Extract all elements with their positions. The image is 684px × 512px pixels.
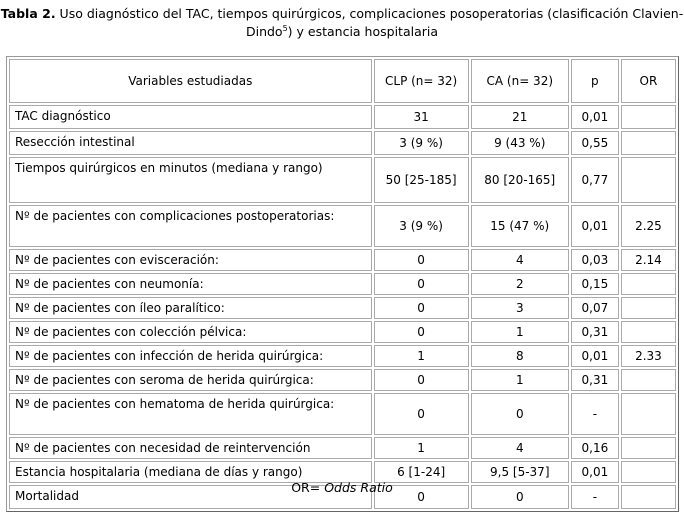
- cell-or: 2.14: [620, 249, 676, 271]
- cell-p: 0,15: [570, 273, 619, 295]
- cell-ca: 1: [470, 321, 569, 343]
- table-row: Nº de pacientes con hematoma de herida q…: [9, 393, 676, 435]
- cell-ca: 15 (47 %): [470, 205, 569, 247]
- table-row: Nº de pacientes con infección de herida …: [9, 345, 676, 367]
- cell-variable: Nº de pacientes con infección de herida …: [9, 345, 372, 367]
- cell-ca: 3: [470, 297, 569, 319]
- header-p: p: [570, 59, 619, 103]
- cell-p: 0,77: [570, 157, 619, 203]
- cell-clp: 1: [373, 345, 469, 367]
- cell-or: [620, 297, 676, 319]
- cell-p: 0,01: [570, 205, 619, 247]
- cell-or: [620, 131, 676, 155]
- cell-variable: Nº de pacientes con colección pélvica:: [9, 321, 372, 343]
- results-table: Variables estudiadas CLP (n= 32) CA (n= …: [6, 56, 679, 512]
- footnote-prefix: OR=: [291, 480, 325, 495]
- cell-variable: Nº de pacientes con complicaciones posto…: [9, 205, 372, 247]
- header-ca: CA (n= 32): [470, 59, 569, 103]
- cell-variable: Nº de pacientes con evisceración:: [9, 249, 372, 271]
- cell-ca: 4: [470, 249, 569, 271]
- table-row: Resección intestinal 3 (9 %) 9 (43 %) 0,55: [9, 131, 676, 155]
- cell-p: 0,01: [570, 461, 619, 483]
- cell-ca: 1: [470, 369, 569, 391]
- cell-variable: Nº de pacientes con íleo paralítico:: [9, 297, 372, 319]
- cell-p: 0,31: [570, 369, 619, 391]
- cell-clp: 0: [373, 321, 469, 343]
- cell-clp: 0: [373, 273, 469, 295]
- cell-variable: Nº de pacientes con neumonía:: [9, 273, 372, 295]
- cell-or: [620, 157, 676, 203]
- header-row: Variables estudiadas CLP (n= 32) CA (n= …: [9, 59, 676, 103]
- cell-clp: 31: [373, 105, 469, 129]
- cell-clp: 0: [373, 249, 469, 271]
- table-row: TAC diagnóstico 31 21 0,01: [9, 105, 676, 129]
- cell-or: [620, 461, 676, 483]
- caption-label: Tabla 2.: [0, 6, 56, 21]
- caption-text-a: Uso diagnóstico del TAC, tiempos quirúrg…: [55, 6, 684, 39]
- cell-or: [620, 321, 676, 343]
- cell-or: [620, 369, 676, 391]
- cell-p: 0,07: [570, 297, 619, 319]
- table-row: Nº de pacientes con colección pélvica: 0 1…: [9, 321, 676, 343]
- cell-clp: 50 [25-185]: [373, 157, 469, 203]
- table-row: Estancia hospitalaria (mediana de días y…: [9, 461, 676, 483]
- table-row: Tiempos quirúrgicos en minutos (mediana …: [9, 157, 676, 203]
- cell-or: [620, 105, 676, 129]
- cell-or: 2.33: [620, 345, 676, 367]
- cell-or: 2.25: [620, 205, 676, 247]
- cell-p: 0,03: [570, 249, 619, 271]
- cell-p: 0,31: [570, 321, 619, 343]
- table-row: Nº de pacientes con íleo paralítico: 0 3 0,…: [9, 297, 676, 319]
- cell-ca: 9 (43 %): [470, 131, 569, 155]
- cell-variable: Nº de pacientes con hematoma de herida q…: [9, 393, 372, 435]
- cell-ca: 9,5 [5-37]: [470, 461, 569, 483]
- header-variables: Variables estudiadas: [9, 59, 372, 103]
- cell-p: 0,01: [570, 105, 619, 129]
- cell-variable: TAC diagnóstico: [9, 105, 372, 129]
- cell-variable: Resección intestinal: [9, 131, 372, 155]
- header-clp: CLP (n= 32): [373, 59, 469, 103]
- cell-variable: Nº de pacientes con necesidad de reinter…: [9, 437, 372, 459]
- caption-sup: 5: [282, 23, 288, 33]
- cell-clp: 3 (9 %): [373, 205, 469, 247]
- cell-variable: Tiempos quirúrgicos en minutos (mediana …: [9, 157, 372, 203]
- cell-variable: Nº de pacientes con seroma de herida qui…: [9, 369, 372, 391]
- caption-text-b: ) y estancia hospitalaria: [287, 24, 439, 39]
- cell-clp: 0: [373, 297, 469, 319]
- table-row: Nº de pacientes con evisceración: 0 4 0,03 2…: [9, 249, 676, 271]
- cell-clp: 0: [373, 369, 469, 391]
- cell-or: [620, 393, 676, 435]
- footnote-italic: Odds Ratio: [324, 480, 393, 495]
- cell-p: 0,55: [570, 131, 619, 155]
- cell-ca: 2: [470, 273, 569, 295]
- footnote: OR= Odds Ratio: [0, 480, 684, 495]
- cell-ca: 8: [470, 345, 569, 367]
- table-row: Nº de pacientes con complicaciones posto…: [9, 205, 676, 247]
- cell-ca: 4: [470, 437, 569, 459]
- cell-ca: 0: [470, 393, 569, 435]
- cell-clp: 0: [373, 393, 469, 435]
- cell-ca: 21: [470, 105, 569, 129]
- cell-or: [620, 273, 676, 295]
- cell-p: -: [570, 393, 619, 435]
- cell-clp: 3 (9 %): [373, 131, 469, 155]
- header-or: OR: [620, 59, 676, 103]
- table-caption: Tabla 2. Uso diagnóstico del TAC, tiempo…: [0, 0, 684, 45]
- cell-variable: Estancia hospitalaria (mediana de días y…: [9, 461, 372, 483]
- cell-clp: 1: [373, 437, 469, 459]
- table-row: Nº de pacientes con neumonía: 0 2 0,15: [9, 273, 676, 295]
- cell-clp: 6 [1-24]: [373, 461, 469, 483]
- cell-p: 0,16: [570, 437, 619, 459]
- table-row: Nº de pacientes con seroma de herida qui…: [9, 369, 676, 391]
- table-row: Nº de pacientes con necesidad de reinter…: [9, 437, 676, 459]
- cell-p: 0,01: [570, 345, 619, 367]
- cell-ca: 80 [20-165]: [470, 157, 569, 203]
- cell-or: [620, 437, 676, 459]
